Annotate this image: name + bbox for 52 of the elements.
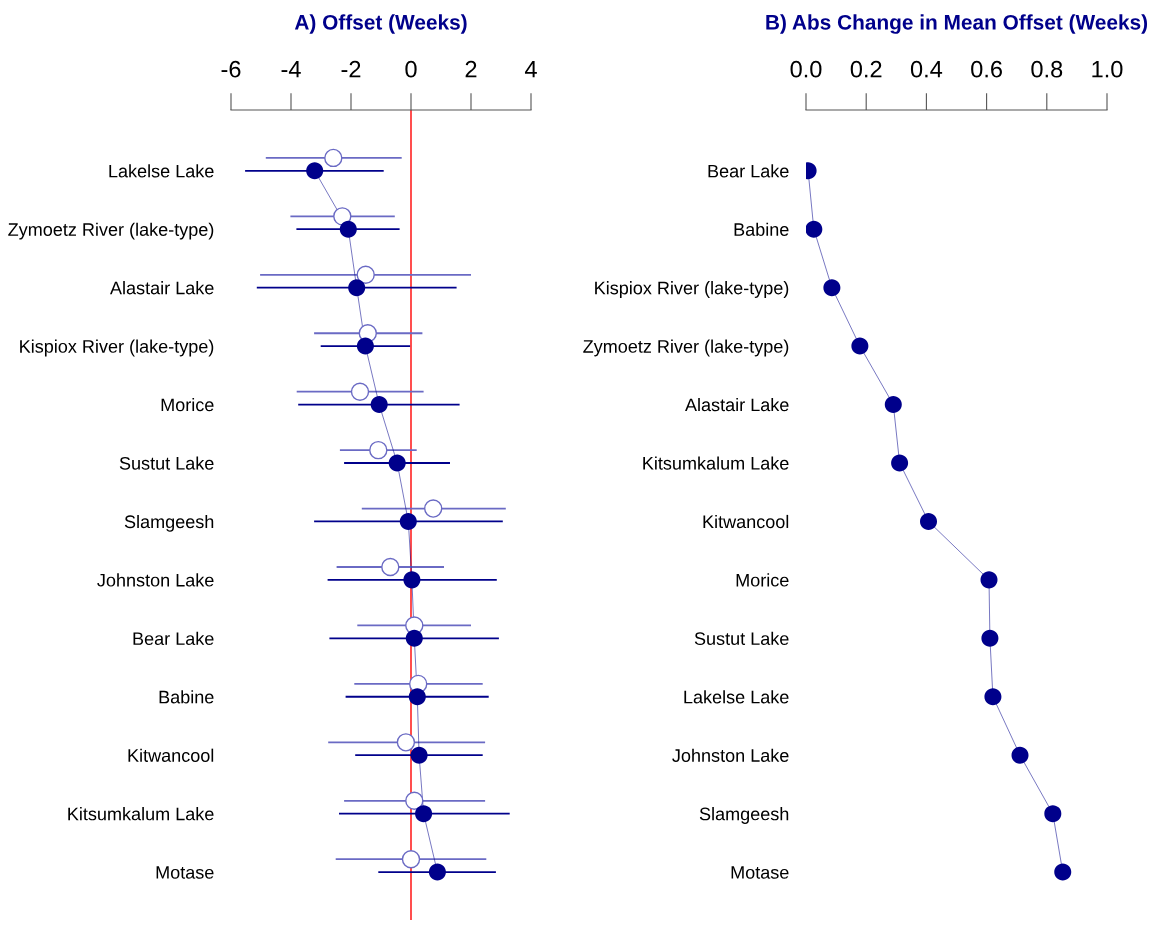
y-tick-label: Sustut Lake (119, 456, 214, 470)
x-tick-label: 0.6 (971, 60, 1002, 78)
y-tick-label: Babine (734, 222, 789, 236)
x-tick-label: -6 (221, 60, 241, 78)
y-tick-label: Bear Lake (708, 164, 789, 178)
y-tick-label: Slamgeesh (124, 514, 214, 532)
point (920, 512, 938, 530)
point (884, 396, 902, 414)
y-tick-label: Babine (159, 690, 214, 704)
x-tick-label: 0 (405, 60, 417, 78)
y-tick-label: Alastair Lake (110, 281, 214, 295)
x-tick-label: 0.8 (1031, 60, 1063, 78)
point (891, 454, 909, 472)
y-tick-label: Johnston Lake (672, 748, 789, 762)
y-tick-label: Kitwancool (703, 514, 789, 529)
x-tick-label: 0.0 (790, 60, 822, 78)
y-tick-label: Kispiox River (lake-type) (20, 339, 214, 357)
point (806, 220, 823, 238)
y-tick-label: Motase (731, 866, 789, 879)
x-tick-label: -2 (341, 60, 361, 78)
y-tick-label: Slamgeesh (699, 807, 789, 824)
y-tick-label: Morice (161, 398, 214, 412)
y-tick-label: Sustut Lake (694, 631, 789, 646)
point (1011, 746, 1029, 764)
x-tick-label: 0.2 (850, 60, 882, 78)
x-tick-label: 1.0 (1092, 60, 1123, 78)
y-tick-label: Lakelse Lake (684, 690, 789, 704)
y-tick-label: Alastair Lake (685, 398, 789, 412)
y-tick-label: Bear Lake (133, 631, 214, 646)
point (984, 688, 1002, 706)
point (981, 629, 999, 647)
y-tick-label: Morice (736, 573, 789, 587)
y-tick-label: Kitsumkalum Lake (643, 456, 789, 470)
x-tick-label: 4 (524, 61, 537, 78)
point (980, 571, 998, 589)
point (851, 337, 869, 355)
y-tick-label: Johnston Lake (97, 573, 214, 587)
y-tick-label: Kispiox River (lake-type) (595, 281, 789, 298)
y-tick-label: Zymoetz River (lake-type) (583, 339, 789, 357)
chart-title: A) Offset (Weeks) (294, 14, 467, 34)
y-tick-label: Zymoetz River (lake-type) (8, 222, 214, 240)
x-tick-label: 0.4 (910, 60, 943, 78)
y-tick-label: Lakelse Lake (109, 164, 214, 178)
point (1054, 863, 1072, 881)
x-tick-label: -4 (281, 61, 301, 78)
y-tick-label: Motase (156, 866, 214, 879)
point (1044, 805, 1062, 823)
x-tick-label: 2 (465, 60, 477, 78)
y-tick-label: Kitsumkalum Lake (68, 807, 214, 821)
chart-title: B) Abs Change in Mean Offset (Weeks) (766, 14, 1148, 34)
point (823, 279, 841, 297)
y-tick-label: Kitwancool (128, 748, 214, 762)
